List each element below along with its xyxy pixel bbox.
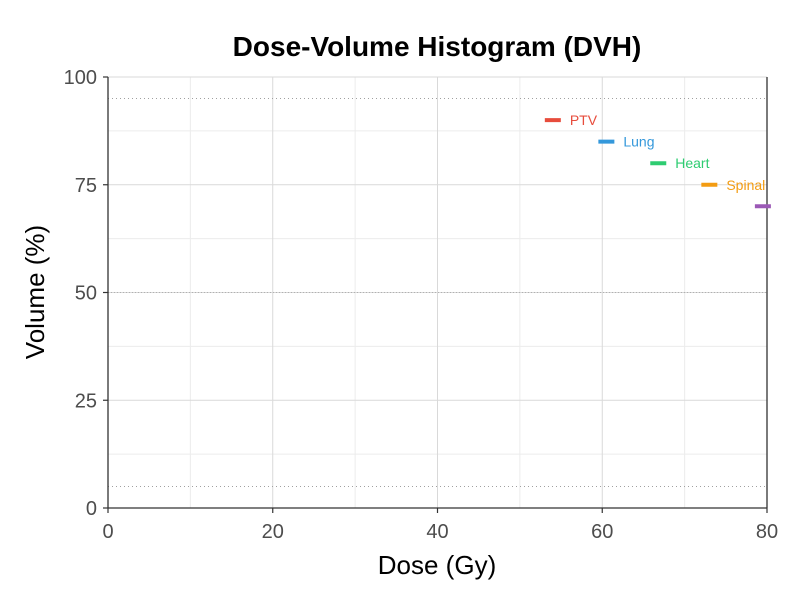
reference-lines — [108, 98, 767, 487]
y-axis-ticks: 0 25 50 75 100 — [64, 67, 108, 520]
legend-label-lung: Lung — [623, 134, 654, 150]
legend-label-spinal: Spinal — [726, 177, 765, 193]
x-axis-ticks: 0 20 40 60 80 — [102, 508, 778, 543]
x-axis-label: Dose (Gy) — [378, 550, 496, 580]
y-tick-label: 75 — [75, 175, 97, 197]
x-tick-label: 0 — [102, 521, 113, 543]
legend-label-ptv: PTV — [570, 112, 598, 128]
legend-marks: PTV Lung Heart Spinal — [544, 112, 771, 209]
y-tick-label: 0 — [86, 498, 97, 520]
y-axis-label: Volume (%) — [20, 225, 50, 359]
x-tick-label: 80 — [756, 521, 778, 543]
y-tick-label: 25 — [75, 390, 97, 412]
x-tick-label: 60 — [591, 521, 613, 543]
x-tick-label: 40 — [426, 521, 448, 543]
chart-title: Dose-Volume Histogram (DVH) — [233, 31, 642, 62]
x-tick-label: 20 — [262, 521, 284, 543]
y-tick-label: 100 — [64, 67, 97, 89]
y-tick-label: 50 — [75, 283, 97, 305]
major-grid — [107, 76, 768, 509]
legend-label-heart: Heart — [675, 155, 709, 171]
